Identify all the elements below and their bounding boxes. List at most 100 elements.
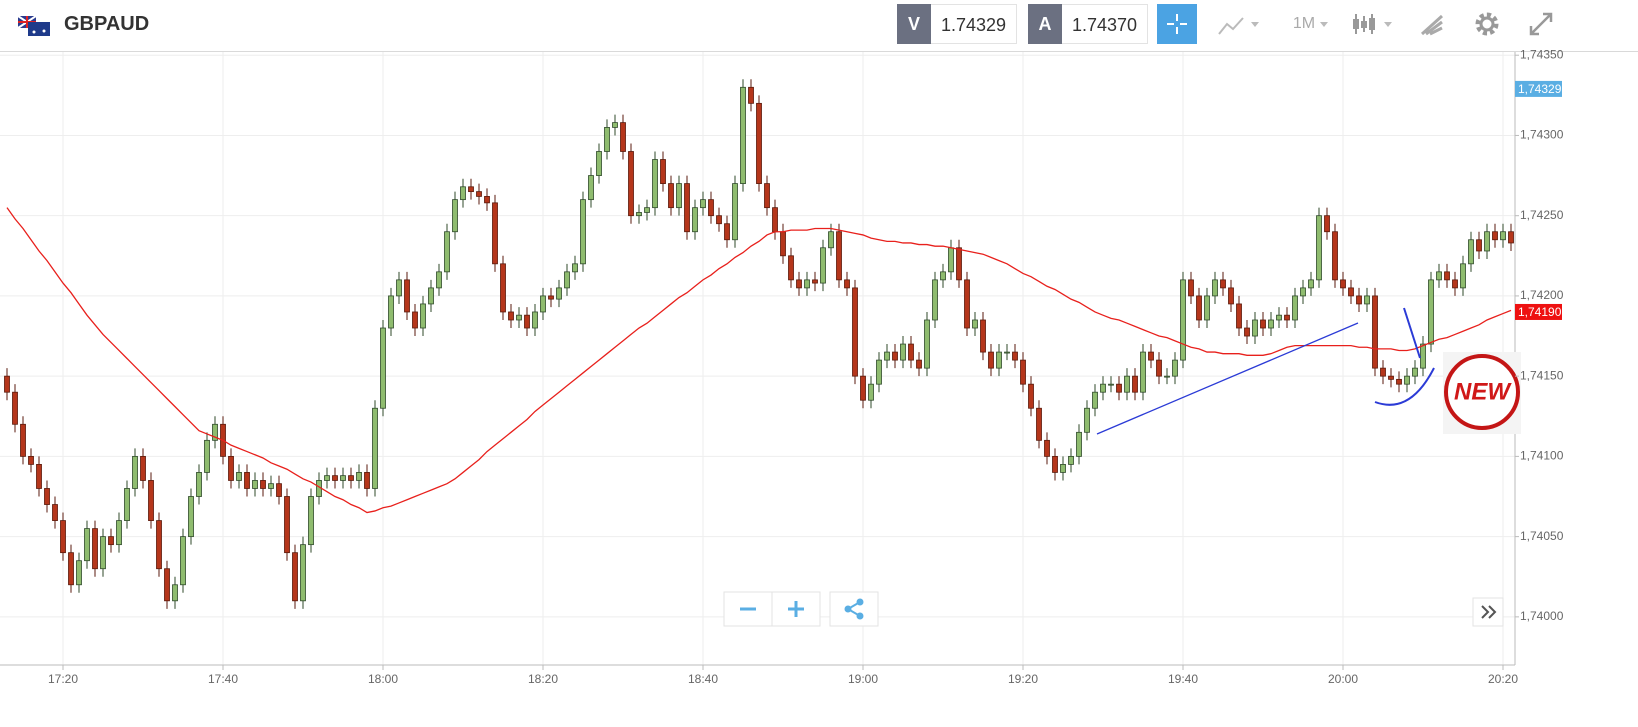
candle-body	[1036, 407, 1042, 441]
candle-body	[100, 536, 106, 570]
candle-body	[1348, 287, 1354, 297]
fullscreen-button[interactable]	[1521, 4, 1561, 44]
candles-button[interactable]	[1342, 4, 1402, 44]
share-icon	[844, 598, 864, 620]
candle-body	[1180, 279, 1186, 361]
price-marker-label: 1,74190	[1518, 305, 1562, 319]
candle-body	[324, 475, 330, 481]
candle-body	[540, 295, 546, 313]
candle-body	[124, 488, 130, 521]
candle-body	[404, 279, 410, 313]
candle-body	[764, 183, 770, 209]
candle-body	[644, 207, 650, 213]
candle-body	[1396, 378, 1402, 385]
symbol: GBPAUD	[64, 13, 150, 35]
y-tick-label: 1,74200	[1520, 288, 1564, 302]
y-tick-label: 1,74100	[1520, 449, 1564, 463]
candle-body	[676, 183, 682, 209]
candle-body	[524, 314, 530, 329]
candle-body	[212, 423, 218, 441]
candle-body	[1004, 351, 1010, 354]
candle-body	[1228, 287, 1234, 305]
candle-body	[204, 439, 210, 473]
candle-body	[476, 191, 482, 197]
curve-drawing	[1374, 367, 1435, 406]
candle-body	[1380, 367, 1386, 377]
candle-body	[236, 472, 242, 481]
candle-body	[660, 159, 666, 184]
candle-body	[1420, 343, 1426, 369]
candle-body	[36, 464, 42, 489]
candle-body	[1476, 239, 1482, 252]
x-tick-label: 19:40	[1168, 672, 1198, 686]
candle-body	[980, 319, 986, 353]
candle-body	[804, 279, 810, 289]
settings-button[interactable]	[1467, 4, 1507, 44]
candle-body	[1260, 319, 1266, 329]
candle-body	[1068, 455, 1074, 465]
share-button[interactable]	[829, 591, 879, 627]
candle-body	[740, 86, 746, 184]
candle-body	[68, 552, 74, 586]
candle-body	[1460, 263, 1466, 289]
x-tick-label: 19:00	[848, 672, 878, 686]
candle-body	[756, 102, 762, 184]
candle-body	[1484, 231, 1490, 252]
candle-body	[412, 311, 418, 329]
candle-body	[916, 359, 922, 369]
candle-body	[1028, 383, 1034, 409]
timeframe-arrow	[1320, 22, 1328, 27]
bid-label[interactable]: V	[897, 4, 931, 44]
candle-body	[964, 279, 970, 329]
x-tick-label: 17:20	[48, 672, 78, 686]
candle-body	[1100, 383, 1106, 393]
candle-body	[428, 287, 434, 305]
timeframe[interactable]: 1M	[1292, 15, 1316, 32]
candle-body	[60, 520, 66, 554]
candle-body	[1236, 303, 1242, 329]
candle-body	[28, 455, 34, 465]
candle-body	[132, 455, 138, 489]
grid	[0, 52, 1515, 665]
candle-body	[356, 472, 362, 481]
chart-type-button[interactable]	[1205, 4, 1265, 44]
candle-body	[1212, 279, 1218, 297]
ask-label[interactable]: A	[1028, 4, 1062, 44]
candle-body	[692, 207, 698, 233]
candle-body	[1388, 375, 1394, 380]
candle-body	[572, 263, 578, 273]
candle-body	[860, 375, 866, 401]
candle-body	[260, 480, 266, 489]
candle-body	[1252, 319, 1258, 337]
flag	[18, 16, 50, 36]
candle-body	[1364, 295, 1370, 305]
candle-body	[492, 202, 498, 265]
bid-price[interactable]: 1.74329	[931, 4, 1017, 44]
candle-body	[1156, 359, 1162, 377]
candle-body	[348, 475, 354, 481]
y-tick-label: 1,74000	[1520, 609, 1564, 623]
scroll-right-button[interactable]	[1472, 597, 1504, 627]
candle-body	[444, 231, 450, 273]
candle-body	[892, 351, 898, 361]
candle-body	[1276, 314, 1282, 321]
crosshair-button[interactable]	[1157, 4, 1197, 44]
candle-body	[1116, 383, 1122, 393]
candle-body	[172, 584, 178, 602]
candle-body	[972, 319, 978, 329]
candle-body	[92, 528, 98, 570]
ask-price[interactable]: 1.74370	[1062, 4, 1148, 44]
candle-body	[116, 520, 122, 546]
draw-button[interactable]	[1412, 4, 1452, 44]
candle-body	[1140, 351, 1146, 393]
candle-body	[484, 196, 490, 204]
candle-body	[460, 186, 466, 201]
candle-body	[1052, 455, 1058, 473]
candle-body	[1356, 295, 1362, 305]
x-tick-label: 20:20	[1488, 672, 1518, 686]
candle-body	[1020, 359, 1026, 385]
candle-body	[1060, 464, 1066, 473]
candle-body	[748, 86, 754, 104]
candle-body	[884, 351, 890, 361]
